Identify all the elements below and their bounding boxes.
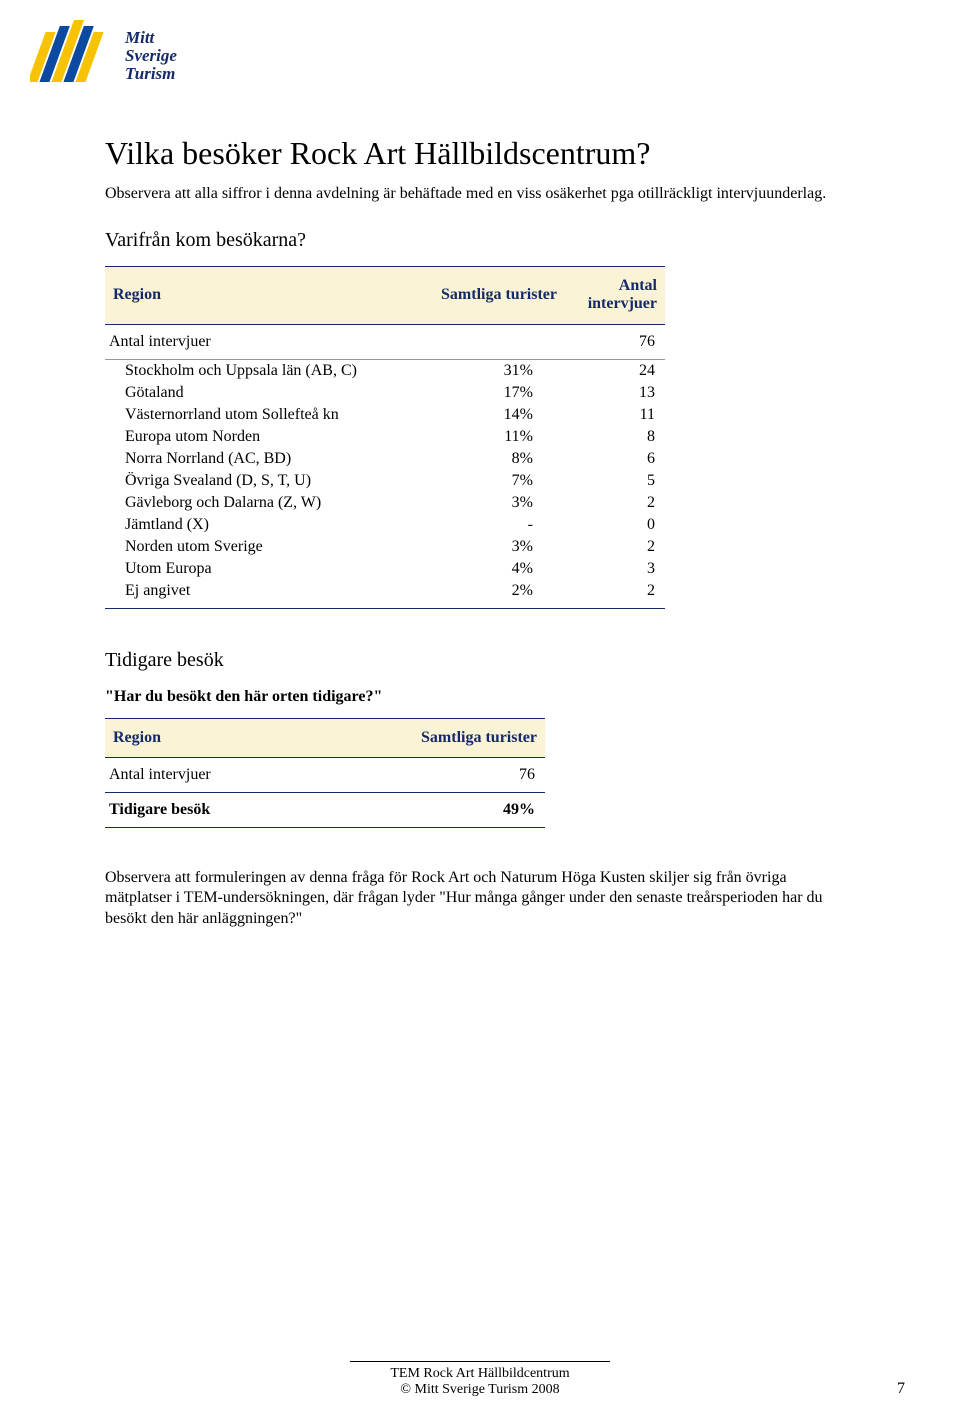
total-value: 76 [565,324,665,359]
table-total-row: Antal intervjuer 76 [105,757,545,792]
table-row: Norden utom Sverige3%2 [105,536,665,558]
table-row: Ej angivet2%2 [105,580,665,609]
table-row: Stockholm och Uppsala län (AB, C)31%24 [105,359,665,382]
note-paragraph: Observera att formuleringen av denna frå… [105,868,825,930]
page-title: Vilka besöker Rock Art Hällbildscentrum? [105,135,855,172]
total-value: 76 [395,757,545,792]
total-label: Antal intervjuer [105,324,415,359]
table-row: Övriga Svealand (D, S, T, U)7%5 [105,470,665,492]
site-logo: Mitt Sverige Turism [30,20,195,100]
tidigare-label: Tidigare besök [105,792,395,827]
tidigare-table: Region Samtliga turister Antal intervjue… [105,718,545,828]
table-row: Utom Europa4%3 [105,558,665,580]
table-row: Europa utom Norden11%8 [105,426,665,448]
col-header-antal: Antal intervjuer [565,266,665,324]
section-heading-tidigare: Tidigare besök [105,649,855,672]
svg-text:Mitt: Mitt [124,28,156,47]
footer-line1: TEM Rock Art Hällbildcentrum [0,1366,960,1382]
footer-divider [350,1361,610,1362]
region-table: Region Samtliga turister Antal intervjue… [105,266,665,609]
table-row: Götaland17%13 [105,382,665,404]
col-header-samtliga: Samtliga turister [415,266,565,324]
intro-paragraph: Observera att alla siffror i denna avdel… [105,184,855,205]
table-header-row: Region Samtliga turister [105,718,545,757]
page-number: 7 [897,1380,905,1398]
table-bold-row: Tidigare besök 49% [105,792,545,827]
total-label: Antal intervjuer [105,757,395,792]
tidigare-value: 49% [395,792,545,827]
section-heading-varifran: Varifrån kom besökarna? [105,229,855,252]
table-row: Gävleborg och Dalarna (Z, W)3%2 [105,492,665,514]
page-footer: TEM Rock Art Hällbildcentrum © Mitt Sver… [0,1361,960,1398]
table-header-row: Region Samtliga turister Antal intervjue… [105,266,665,324]
table-row: Norra Norrland (AC, BD)8%6 [105,448,665,470]
footer-line2: © Mitt Sverige Turism 2008 [0,1382,960,1398]
col-header-region: Region [105,718,395,757]
table-row: Jämtland (X)-0 [105,514,665,536]
col-header-samtliga: Samtliga turister [395,718,545,757]
table-row: Västernorrland utom Sollefteå kn14%11 [105,404,665,426]
table-total-row: Antal intervjuer 76 [105,324,665,359]
col-header-region: Region [105,266,415,324]
question-text: "Har du besökt den här orten tidigare?" [105,688,855,706]
svg-text:Turism: Turism [125,64,175,83]
svg-text:Sverige: Sverige [125,46,177,65]
